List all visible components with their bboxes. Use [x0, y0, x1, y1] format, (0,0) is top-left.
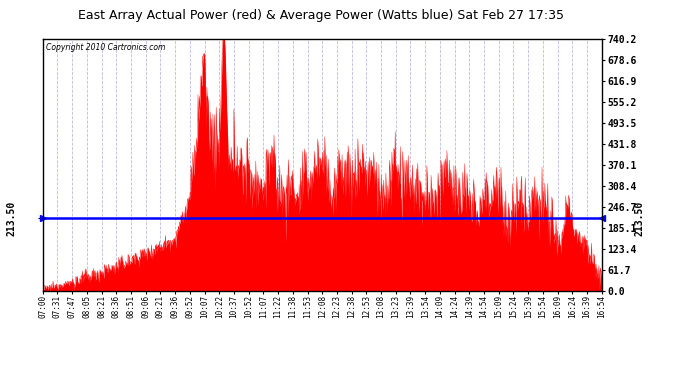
Text: Copyright 2010 Cartronics.com: Copyright 2010 Cartronics.com [46, 43, 165, 52]
Text: 213.50: 213.50 [635, 201, 644, 236]
Text: East Array Actual Power (red) & Average Power (Watts blue) Sat Feb 27 17:35: East Array Actual Power (red) & Average … [78, 9, 564, 22]
Text: 213.50: 213.50 [7, 201, 17, 236]
